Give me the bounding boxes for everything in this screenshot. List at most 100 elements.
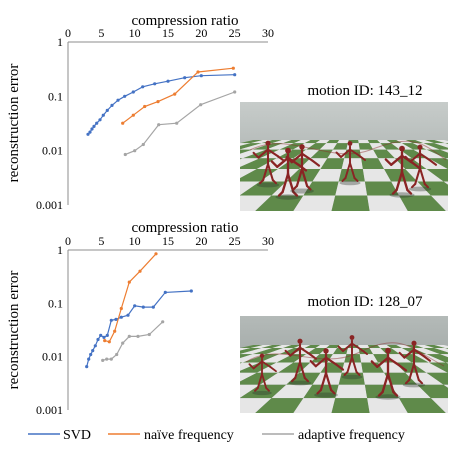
data-point-svd bbox=[89, 353, 92, 356]
figure-head bbox=[350, 335, 355, 340]
floor-tile bbox=[176, 181, 234, 195]
floor-tile bbox=[335, 385, 367, 398]
y-tick-label: 0.1 bbox=[48, 296, 63, 310]
floor-tile bbox=[103, 169, 172, 181]
floor-tile bbox=[179, 398, 240, 413]
data-point-svd bbox=[123, 95, 126, 98]
data-point-svd bbox=[141, 85, 144, 88]
data-point-svd bbox=[95, 122, 98, 125]
data-point-svd bbox=[126, 314, 129, 317]
figure-head bbox=[348, 141, 353, 146]
data-point-svd bbox=[106, 109, 109, 112]
y-axis-title: reconstruction error bbox=[6, 64, 22, 183]
data-point-svd bbox=[114, 318, 117, 321]
legend-label-adaptive-frequency: adaptive frequency bbox=[298, 428, 405, 443]
data-point-svd bbox=[91, 349, 94, 352]
floor-tile bbox=[175, 354, 226, 362]
data-point-na-ve-frequency bbox=[143, 105, 146, 108]
x-tick-label: 20 bbox=[195, 234, 207, 248]
render-scene bbox=[0, 102, 467, 211]
data-point-na-ve-frequency bbox=[128, 281, 131, 284]
floor-tile bbox=[80, 181, 155, 195]
data-point-svd bbox=[102, 336, 105, 339]
floor-tile bbox=[65, 398, 144, 413]
floor-tile bbox=[76, 169, 150, 181]
y-tick-label: 0.001 bbox=[36, 403, 63, 417]
y-tick-label: 0.001 bbox=[36, 198, 63, 212]
floor-tile bbox=[463, 195, 467, 211]
data-point-na-ve-frequency bbox=[103, 339, 106, 342]
data-point-svd bbox=[87, 358, 90, 361]
data-point-adaptive-frequency bbox=[101, 359, 104, 362]
data-point-na-ve-frequency bbox=[121, 122, 124, 125]
figure-head bbox=[285, 148, 291, 154]
series-line-adaptive-frequency bbox=[103, 322, 163, 361]
x-tick-label: 10 bbox=[129, 26, 141, 40]
data-point-na-ve-frequency bbox=[113, 330, 116, 333]
figure-head bbox=[385, 348, 391, 354]
y-tick-label: 0.1 bbox=[48, 89, 63, 103]
data-point-svd bbox=[120, 316, 123, 319]
floor-tile bbox=[103, 398, 176, 413]
chart-legend: SVD naïve frequency adaptive frequency bbox=[28, 428, 405, 443]
floor-tile bbox=[130, 363, 193, 373]
x-axis-title: compression ratio bbox=[131, 13, 238, 29]
series-line-na-ve-frequency bbox=[105, 254, 156, 342]
floor-tile bbox=[175, 150, 226, 159]
floor-tile bbox=[358, 345, 369, 348]
figure-head bbox=[417, 145, 422, 150]
data-point-svd bbox=[102, 114, 105, 117]
x-tick-label: 0 bbox=[65, 26, 71, 40]
x-tick-label: 15 bbox=[162, 234, 174, 248]
floor-tile bbox=[48, 385, 129, 398]
render-scene bbox=[0, 316, 467, 413]
data-point-svd bbox=[94, 344, 97, 347]
motion-render-128-07: motion ID: 128_07 bbox=[0, 294, 467, 413]
floor-tile bbox=[103, 373, 172, 385]
floor-tile bbox=[358, 140, 369, 143]
data-point-svd bbox=[200, 74, 203, 77]
checkerboard-floor bbox=[0, 345, 467, 413]
data-point-svd bbox=[190, 289, 193, 292]
motion-render-143-12: motion ID: 143_12 bbox=[0, 83, 467, 211]
data-point-svd bbox=[153, 82, 156, 85]
data-point-adaptive-frequency bbox=[115, 353, 118, 356]
data-point-adaptive-frequency bbox=[157, 123, 160, 126]
floor-tile bbox=[172, 158, 226, 169]
data-point-adaptive-frequency bbox=[124, 153, 127, 156]
floor-tile bbox=[172, 363, 226, 373]
floor-tile bbox=[80, 385, 155, 398]
floor-tile bbox=[151, 158, 209, 169]
floor-tile bbox=[332, 398, 370, 413]
x-tick-label: 5 bbox=[98, 26, 104, 40]
figure-head bbox=[297, 339, 302, 344]
data-point-svd bbox=[90, 127, 93, 130]
data-point-svd bbox=[96, 338, 99, 341]
x-tick-label: 15 bbox=[162, 26, 174, 40]
floor-tile bbox=[448, 373, 467, 385]
data-point-adaptive-frequency bbox=[175, 122, 178, 125]
y-tick-label: 0.01 bbox=[42, 144, 63, 158]
series-line-na-ve-frequency bbox=[123, 68, 234, 123]
data-point-svd bbox=[110, 104, 113, 107]
data-point-na-ve-frequency bbox=[132, 114, 135, 117]
floor-tile bbox=[446, 158, 467, 169]
floor-tile bbox=[453, 354, 467, 362]
data-point-na-ve-frequency bbox=[173, 93, 176, 96]
data-point-adaptive-frequency bbox=[136, 335, 139, 338]
series-group bbox=[85, 252, 193, 368]
floor-tile bbox=[463, 398, 467, 413]
floor-tile bbox=[141, 195, 208, 211]
floor-tile bbox=[129, 373, 193, 385]
floor-tile bbox=[112, 181, 181, 195]
y-tick-label: 0.01 bbox=[42, 350, 63, 364]
data-point-adaptive-frequency bbox=[199, 103, 202, 106]
floor-tile bbox=[192, 354, 239, 362]
floor-tile bbox=[332, 195, 370, 211]
figure-head bbox=[399, 146, 405, 152]
data-point-svd bbox=[99, 334, 102, 337]
y-tick-label: 1 bbox=[57, 35, 63, 49]
